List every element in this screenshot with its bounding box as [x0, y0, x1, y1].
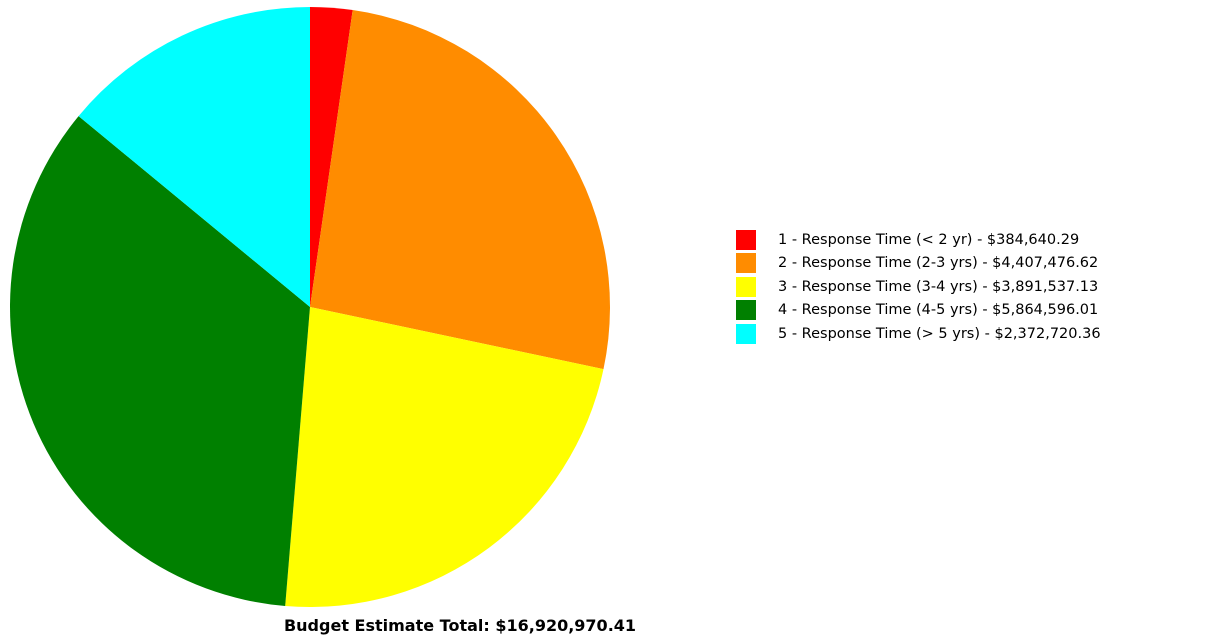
legend-swatch-3: [736, 277, 756, 297]
legend-label-2: 2 - Response Time (2-3 yrs) - $4,407,476…: [778, 253, 1098, 273]
legend: 1 - Response Time (< 2 yr) - $384,640.29…: [736, 228, 1225, 346]
legend-label-1: 1 - Response Time (< 2 yr) - $384,640.29: [778, 230, 1079, 250]
legend-item-1: 1 - Response Time (< 2 yr) - $384,640.29: [736, 228, 1225, 252]
legend-swatch-5: [736, 324, 756, 344]
pie-slice-2: [310, 10, 610, 369]
legend-swatch-4: [736, 300, 756, 320]
legend-item-2: 2 - Response Time (2-3 yrs) - $4,407,476…: [736, 252, 1225, 276]
legend-swatch-2: [736, 253, 756, 273]
legend-item-5: 5 - Response Time (> 5 yrs) - $2,372,720…: [736, 322, 1225, 346]
legend-item-3: 3 - Response Time (3-4 yrs) - $3,891,537…: [736, 275, 1225, 299]
legend-item-4: 4 - Response Time (4-5 yrs) - $5,864,596…: [736, 299, 1225, 323]
legend-label-4: 4 - Response Time (4-5 yrs) - $5,864,596…: [778, 300, 1098, 320]
legend-swatch-1: [736, 230, 756, 250]
legend-label-5: 5 - Response Time (> 5 yrs) - $2,372,720…: [778, 324, 1101, 344]
legend-label-3: 3 - Response Time (3-4 yrs) - $3,891,537…: [778, 277, 1098, 297]
pie-chart: [0, 0, 620, 620]
budget-total: Budget Estimate Total: $16,920,970.41: [0, 616, 920, 636]
